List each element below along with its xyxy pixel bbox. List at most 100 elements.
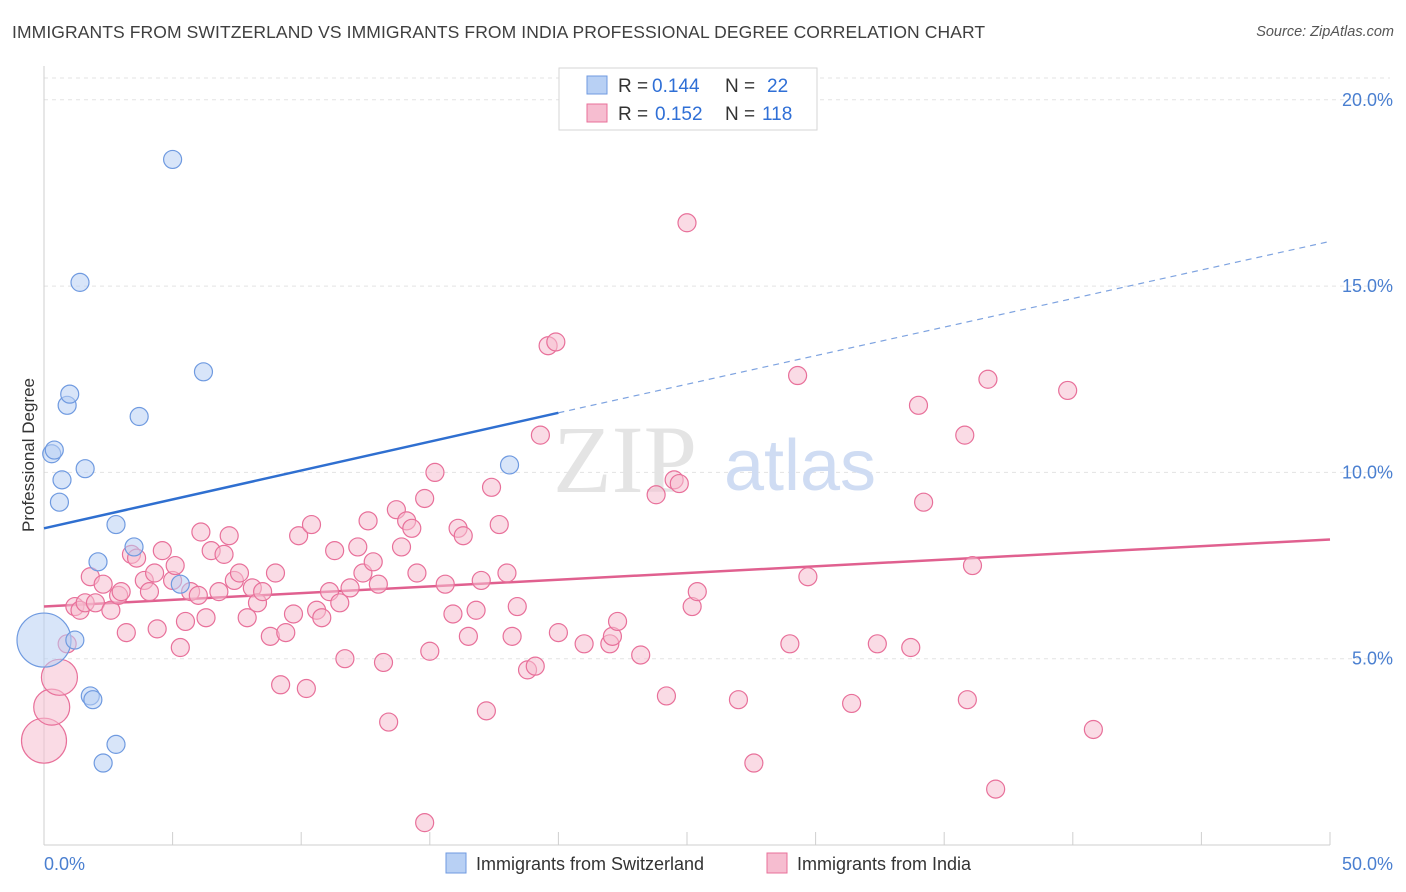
- data-point-india: [237, 608, 257, 628]
- data-point-india: [425, 462, 445, 483]
- data-point-india: [669, 473, 689, 494]
- trend-line-switzerland: [43, 411, 559, 530]
- data-point-india: [368, 574, 388, 594]
- data-point-india: [165, 555, 185, 576]
- data-point-india: [646, 485, 666, 505]
- data-point-india: [188, 585, 208, 605]
- watermark-atlas: atlas: [724, 426, 876, 506]
- data-point-india: [276, 623, 296, 643]
- legend-swatch-switzerland: [586, 75, 608, 95]
- data-point-india: [453, 526, 473, 546]
- data-point-india: [507, 596, 527, 617]
- data-point-india: [391, 537, 412, 557]
- data-point-india: [363, 552, 383, 572]
- data-point-india: [191, 522, 211, 542]
- source-credit: Source: ZipAtlas.com: [1256, 24, 1394, 40]
- data-point-india: [301, 514, 322, 535]
- data-point-switzerland: [170, 574, 190, 594]
- data-point-india: [631, 645, 651, 665]
- legend: R = 0.144 N = 22 R = 0.152 N = 118: [558, 67, 818, 131]
- data-point-india: [253, 582, 273, 602]
- y-axis-label: Professional Degree: [19, 378, 38, 532]
- data-point-india: [415, 488, 435, 509]
- data-point-switzerland: [60, 384, 80, 404]
- data-point-india: [546, 332, 566, 352]
- data-point-india: [116, 623, 136, 643]
- data-point-india: [466, 600, 486, 620]
- data-point-india: [229, 563, 250, 583]
- data-point-india: [656, 686, 677, 706]
- data-point-switzerland: [75, 459, 95, 479]
- data-point-india: [407, 563, 427, 583]
- data-point-india: [435, 574, 455, 594]
- data-point-india: [415, 813, 435, 833]
- data-point-india: [481, 477, 502, 497]
- data-point-india: [330, 593, 350, 613]
- data-point-india: [471, 570, 491, 591]
- data-point-india: [312, 608, 332, 628]
- data-point-india: [340, 578, 360, 598]
- x-tick-label: 50.0%: [1342, 854, 1393, 874]
- data-point-india: [214, 544, 234, 564]
- data-point-india: [1083, 719, 1103, 740]
- data-point-india: [289, 526, 309, 546]
- data-point-india: [175, 611, 196, 632]
- data-point-india: [325, 541, 345, 561]
- data-point-india: [152, 541, 172, 561]
- data-point-india: [780, 634, 800, 654]
- data-point-india: [271, 675, 291, 695]
- data-point-india: [196, 608, 216, 628]
- bottom-legend-label-india: Immigrants from India: [797, 854, 972, 874]
- data-point-switzerland: [16, 612, 72, 668]
- data-point-india: [677, 213, 697, 233]
- data-point-india: [908, 395, 929, 415]
- bottom-legend-label-switzerland: Immigrants from Switzerland: [476, 854, 704, 874]
- x-tick-label: 0.0%: [44, 854, 85, 874]
- data-point-india: [139, 582, 160, 602]
- data-point-india: [144, 563, 165, 583]
- watermark-zip: ZIP: [553, 406, 697, 513]
- data-point-india: [978, 369, 998, 389]
- y-tick-label: 5.0%: [1352, 649, 1393, 669]
- legend-r-label: R =: [618, 76, 648, 97]
- data-point-switzerland: [129, 406, 149, 427]
- data-point-switzerland: [44, 440, 64, 460]
- data-point-switzerland: [88, 552, 108, 572]
- data-point-india: [219, 526, 239, 546]
- data-point-india: [170, 637, 190, 658]
- data-point-india: [209, 582, 229, 602]
- data-point-india: [986, 779, 1006, 799]
- data-point-switzerland: [124, 537, 144, 557]
- data-point-india: [574, 634, 594, 654]
- legend-n-value: 118: [762, 104, 792, 125]
- data-point-india: [402, 518, 422, 538]
- y-tick-label: 10.0%: [1342, 462, 1393, 482]
- data-point-switzerland: [106, 734, 126, 754]
- legend-n-value: 22: [767, 76, 788, 97]
- data-point-india: [373, 652, 394, 673]
- data-point-india: [901, 637, 921, 658]
- x-tick-labels: 0.0% 50.0%: [44, 854, 1393, 874]
- data-point-india: [101, 600, 121, 620]
- data-point-india: [93, 574, 113, 594]
- legend-r-value: 0.152: [655, 104, 703, 125]
- legend-r-value: 0.144: [652, 76, 700, 97]
- data-point-india: [147, 619, 167, 639]
- data-point-switzerland: [106, 514, 126, 535]
- data-point-india: [787, 365, 808, 386]
- watermark: ZIP atlas: [553, 406, 876, 513]
- data-points: [16, 149, 1103, 833]
- data-point-india: [443, 604, 463, 624]
- data-point-india: [335, 649, 355, 669]
- legend-swatch-india: [586, 103, 608, 123]
- data-point-india: [1058, 380, 1078, 401]
- data-point-india: [728, 690, 749, 710]
- data-point-india: [379, 712, 399, 732]
- data-point-india: [283, 604, 304, 624]
- data-point-india: [111, 582, 131, 602]
- data-point-switzerland: [163, 149, 183, 170]
- y-tick-label: 15.0%: [1342, 276, 1393, 296]
- trend-line-switzerland-extension: [558, 240, 1331, 414]
- data-point-india: [502, 626, 522, 646]
- data-point-india: [842, 693, 862, 714]
